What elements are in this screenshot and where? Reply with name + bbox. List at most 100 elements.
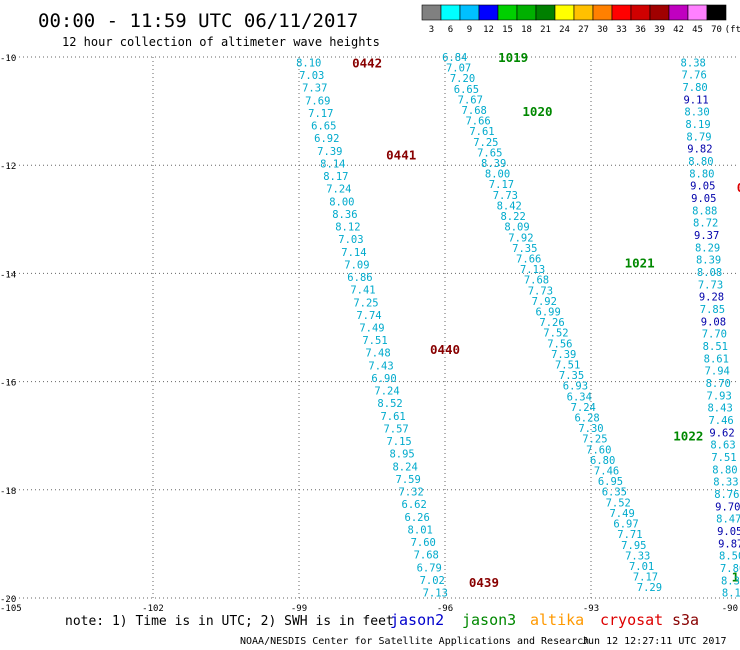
x-tick-label: -90 — [722, 604, 738, 614]
colorbar-swatch — [459, 4, 480, 21]
footer-timestamp: Jun 12 12:27:11 UTC 2017 — [582, 636, 727, 647]
wave-height-value: 7.25 — [473, 137, 498, 149]
wave-height-value: 8.39 — [481, 158, 506, 170]
y-tick-label: -20 — [0, 595, 16, 605]
wave-height-value: 7.52 — [543, 328, 568, 340]
pass-label: 02 — [737, 180, 740, 195]
wave-height-value: 7.68 — [524, 275, 549, 287]
wave-height-value: 9.37 — [694, 230, 719, 242]
wave-height-value: 8.30 — [684, 107, 709, 119]
wave-height-value: 7.39 — [551, 349, 576, 361]
wave-height-value: 7.32 — [399, 487, 424, 499]
wave-height-value: 7.94 — [705, 366, 730, 378]
wave-height-value: 7.73 — [493, 190, 518, 202]
wave-height-value: 8.51 — [703, 341, 728, 353]
colorbar-swatch — [478, 4, 499, 21]
colorbar-swatch — [592, 4, 613, 21]
wave-height-value: 8.63 — [710, 440, 735, 452]
wave-height-value: 7.41 — [350, 285, 375, 297]
wave-height-value: 7.24 — [571, 402, 596, 414]
wave-height-value: 8.19 — [685, 119, 710, 131]
wave-height-value: 7.68 — [462, 105, 487, 117]
wave-height-value: 7.03 — [338, 234, 363, 246]
wave-height-value: 7.17 — [308, 108, 333, 120]
wave-height-value: 7.49 — [609, 508, 634, 520]
pass-label: 1020 — [522, 104, 552, 119]
colorbar-tick-label: 39 — [654, 25, 665, 35]
wave-height-value: 7.67 — [458, 94, 483, 106]
wave-height-value: 7.51 — [362, 335, 387, 347]
wave-height-value: 9.70 — [715, 501, 740, 513]
wave-height-value: 7.65 — [477, 147, 502, 159]
wave-height-value: 9.28 — [699, 292, 724, 304]
wave-height-value: 7.73 — [528, 285, 553, 297]
pass-label: 1019 — [498, 50, 528, 65]
wave-height-value: 9.08 — [701, 316, 726, 328]
wave-height-value: 8.22 — [500, 211, 525, 223]
colorbar-swatch — [649, 4, 670, 21]
wave-height-value: 7.85 — [700, 304, 725, 316]
wave-height-value: 6.79 — [417, 562, 442, 574]
grid-lines — [7, 56, 737, 599]
wave-height-value: 7.30 — [578, 423, 603, 435]
wave-height-value: 7.25 — [582, 434, 607, 446]
wave-height-value: 8.01 — [408, 524, 433, 536]
wave-height-value: 8.80 — [688, 156, 713, 168]
wave-height-value: 7.71 — [617, 529, 642, 541]
colorbar-tick-label: 36 — [635, 25, 646, 35]
track-0442-0439: 8.107.037.377.697.176.656.927.398.148.17… — [296, 55, 499, 599]
wave-height-value: 8.70 — [706, 378, 731, 390]
wave-height-value: 8.08 — [697, 267, 722, 279]
x-tick-label: -99 — [291, 604, 307, 614]
wave-height-value: 6.62 — [402, 499, 427, 511]
colorbar-tick-label: 24 — [559, 25, 570, 35]
wave-height-value: 7.24 — [326, 184, 351, 196]
footer-credit: NOAA/NESDIS Center for Satellite Applica… — [240, 636, 589, 647]
colorbar-swatch — [668, 4, 689, 21]
legend-entry: jason3 — [462, 611, 516, 629]
wave-height-value: 8.30 — [721, 575, 740, 587]
wave-height-value: 7.13 — [520, 264, 545, 276]
colorbar-swatch — [535, 4, 556, 21]
colorbar-tick-label: 3 — [429, 25, 434, 35]
wave-height-value: 8.00 — [485, 169, 510, 181]
colorbar-swatch — [630, 4, 651, 21]
wave-height-value: 9.05 — [690, 181, 715, 193]
wave-height-value: 7.52 — [606, 497, 631, 509]
colorbar-swatch — [573, 4, 594, 21]
colorbar-tick-label: 18 — [521, 25, 532, 35]
wave-height-value: 8.80 — [712, 464, 737, 476]
y-tick-label: -18 — [0, 487, 16, 497]
wave-height-value: 7.80 — [682, 82, 707, 94]
wave-height-value: 8.14 — [320, 158, 345, 170]
wave-height-value: 7.02 — [420, 575, 445, 587]
y-tick-label: -10 — [0, 54, 16, 64]
legend-entry: altika — [530, 611, 584, 629]
wave-height-value: 7.66 — [516, 253, 541, 265]
wave-height-value: 9.05 — [717, 526, 740, 538]
wave-height-value: 7.95 — [621, 540, 646, 552]
colorbar-swatch — [440, 4, 461, 21]
wave-height-value: 6.26 — [405, 512, 430, 524]
wave-height-value: 7.49 — [359, 323, 384, 335]
wave-height-value: 8.11 — [722, 588, 740, 600]
wave-height-value: 7.15 — [386, 436, 411, 448]
chart-title: 00:00 - 11:59 UTC 06/11/2017 — [38, 10, 358, 32]
colorbar-tick-label: 42 — [673, 25, 684, 35]
wave-height-value: 7.69 — [305, 95, 330, 107]
wave-height-value: 8.61 — [704, 353, 729, 365]
colorbar-swatch — [611, 4, 632, 21]
wave-height-value: 7.60 — [411, 537, 436, 549]
colorbar-tick-label: (ft) — [725, 25, 740, 35]
wave-height-value: 6.92 — [314, 133, 339, 145]
wave-height-value: 8.72 — [693, 218, 718, 230]
wave-height-value: 7.51 — [555, 360, 580, 372]
wave-height-value: 6.35 — [602, 487, 627, 499]
wave-height-value: 7.20 — [450, 73, 475, 85]
wave-height-value: 6.65 — [311, 121, 336, 133]
wave-height-value: 7.80 — [720, 563, 740, 575]
wave-height-value: 8.17 — [323, 171, 348, 183]
wave-height-value: 7.93 — [707, 390, 732, 402]
wave-height-value: 7.70 — [702, 329, 727, 341]
